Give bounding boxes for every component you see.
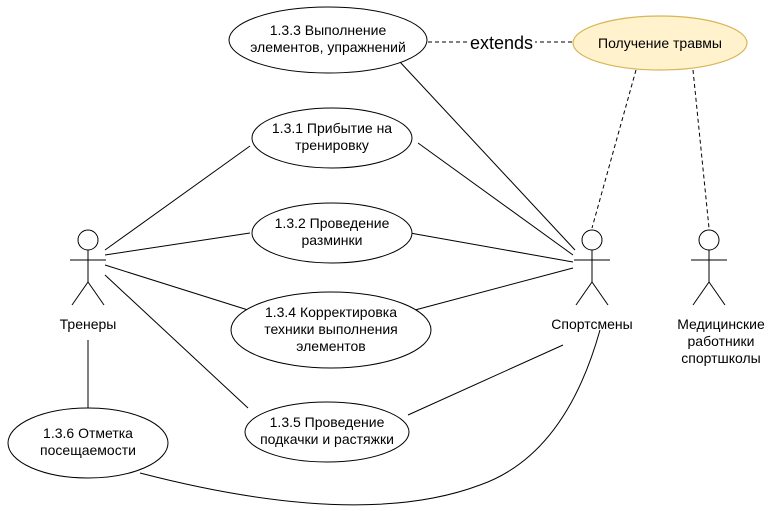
injury-athletes-link [591,69,637,229]
injury-label: Получение травмы [598,35,722,51]
uc136-label: 1.3.6 Отметка посещаемости [40,425,136,458]
uc134-ellipse[interactable] [230,291,432,369]
uc132-label: 1.3.2 Проведение разминки [274,215,390,248]
assoc-athletes-131 [417,142,574,256]
usecase-shapes [7,6,432,479]
uc134-label: 1.3.4 Корректировка техники выполнения э… [264,304,398,354]
assoc-athletes-133 [399,61,576,251]
uc135-label: 1.3.5 Проведение подкачки и растяжки [260,414,394,447]
assoc-trainers-135 [104,274,249,409]
trainer-associations [87,145,251,410]
assoc-athletes-134 [414,267,574,311]
assoc-athletes-136 [139,329,601,506]
actor-athletes-label: Спортсмены [551,316,633,332]
actor-medics-figure[interactable] [691,229,727,306]
uc131-ellipse[interactable] [251,107,413,169]
assoc-trainers-131 [104,145,251,251]
uc132-ellipse[interactable] [251,202,413,264]
injury-medics-link [692,69,710,229]
extends-label: extends [468,33,536,53]
injury-ellipse[interactable] [572,15,748,71]
actor-trainers-figure[interactable] [70,229,106,306]
assoc-trainers-132 [104,232,251,256]
actor-medics-label: Медицинские работники спортшколы [677,316,765,366]
uc136-ellipse[interactable] [7,407,169,479]
uc135-ellipse[interactable] [244,401,410,463]
uc133-label: 1.3.3 Выполнение элементов, упражнений [250,22,406,55]
uc133-ellipse[interactable] [228,6,428,74]
assoc-athletes-135 [407,344,564,416]
actor-athletes-figure[interactable] [574,229,610,306]
assoc-athletes-132 [409,232,574,263]
athlete-associations [139,61,601,506]
uc131-label: 1.3.1 Прибытие на тренировку [271,120,393,153]
assoc-trainers-134 [104,264,249,311]
actor-trainers-label: Тренеры [59,316,117,332]
